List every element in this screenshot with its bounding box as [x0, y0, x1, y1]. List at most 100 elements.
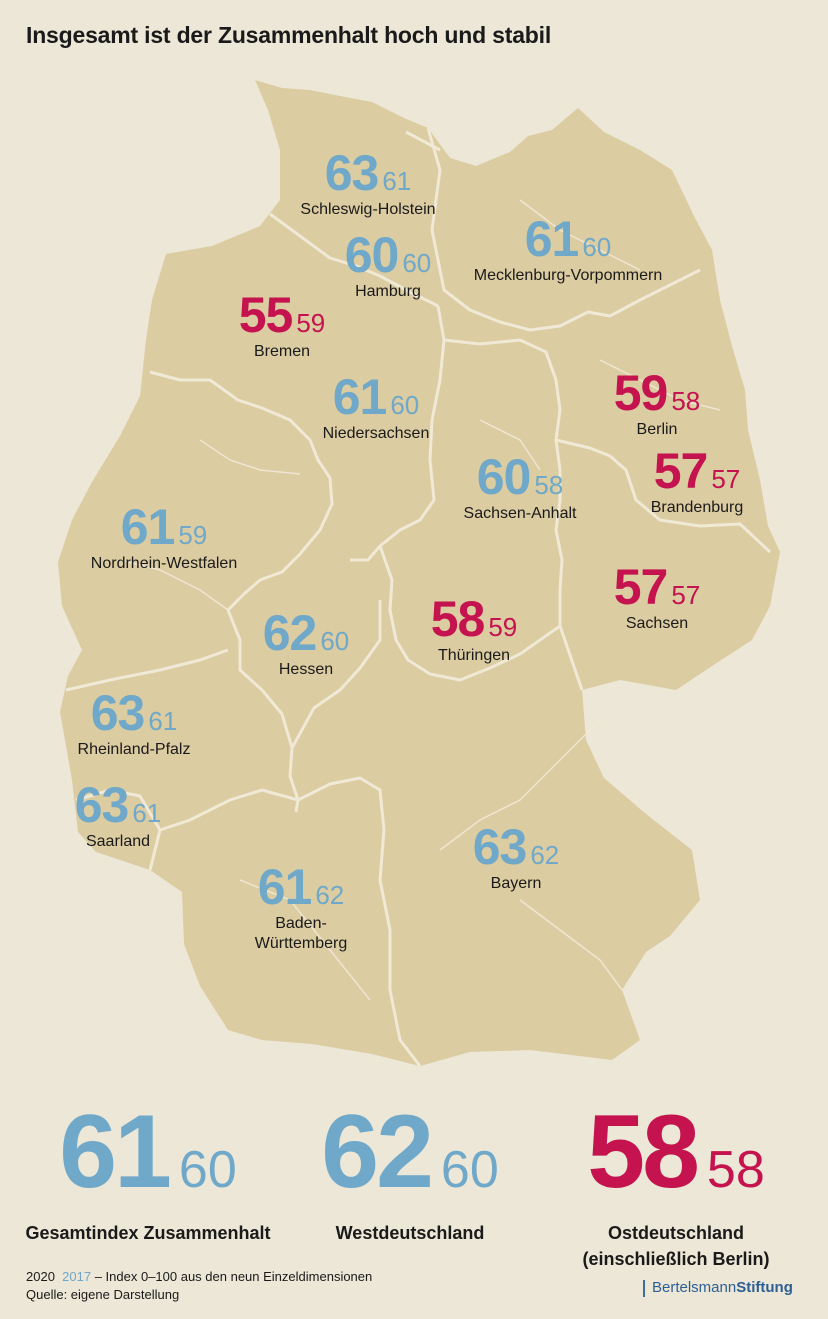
- state-values: 55 59: [172, 290, 392, 340]
- state-baden-württemberg: 61 62 Baden- Württemberg: [191, 862, 411, 954]
- value-2017: 59: [178, 520, 208, 550]
- value-2020: 59: [613, 365, 669, 421]
- state-nordrhein-westfalen: 61 59 Nordrhein-Westfalen: [54, 502, 274, 574]
- legend-2017: 2017: [62, 1269, 92, 1284]
- summary-1: 62 60 Westdeutschland: [270, 1100, 550, 1246]
- state-values: 61 60: [266, 372, 486, 422]
- legend-text: – Index 0–100 aus den neun Einzeldimensi…: [94, 1269, 373, 1284]
- value-2017: 57: [671, 580, 701, 610]
- value-2020: 61: [257, 859, 313, 915]
- value-2017: 59: [488, 612, 518, 642]
- value-2017: 60: [582, 232, 612, 262]
- state-schleswig-holstein: 63 61 Schleswig-Holstein: [258, 148, 478, 220]
- footer: 2020 2017 – Index 0–100 aus den neun Ein…: [26, 1268, 372, 1303]
- value-2017: 61: [132, 798, 162, 828]
- state-name: Sachsen: [625, 615, 689, 632]
- summary-value-2020: 61: [59, 1094, 172, 1210]
- value-2020: 60: [344, 227, 400, 283]
- state-hessen: 62 60 Hessen: [196, 608, 416, 680]
- state-name: Baden- Württemberg: [254, 915, 348, 952]
- brand-logo: BertelsmannStiftung: [643, 1279, 793, 1297]
- state-sachsen: 57 57 Sachsen: [547, 562, 767, 634]
- state-berlin: 59 58 Berlin: [547, 368, 767, 440]
- germany-land: [58, 80, 780, 1066]
- state-values: 63 61: [258, 148, 478, 198]
- state-name: Saarland: [85, 833, 151, 850]
- value-2017: 58: [534, 470, 564, 500]
- state-name: Hessen: [278, 661, 334, 678]
- value-2017: 62: [315, 880, 345, 910]
- state-values: 63 61: [24, 688, 244, 738]
- summary-values: 58 58: [536, 1100, 816, 1204]
- value-2017: 59: [296, 308, 326, 338]
- state-name: Bayern: [490, 875, 542, 892]
- state-sachsen-anhalt: 60 58 Sachsen-Anhalt: [410, 452, 630, 524]
- summary-values: 62 60: [270, 1100, 550, 1204]
- summary-2: 58 58 Ostdeutschland (einschließlich Berli…: [536, 1100, 816, 1272]
- summary-label: Westdeutschland: [335, 1223, 485, 1243]
- state-name: Thüringen: [437, 647, 511, 664]
- value-2017: 60: [402, 248, 432, 278]
- state-thüringen: 58 59 Thüringen: [364, 594, 584, 666]
- brand-part2: Stiftung: [736, 1279, 793, 1296]
- state-values: 62 60: [196, 608, 416, 658]
- summary-value-2017: 60: [440, 1141, 499, 1199]
- state-name: Hamburg: [355, 283, 421, 300]
- state-values: 57 57: [547, 562, 767, 612]
- value-2020: 57: [613, 559, 669, 615]
- state-values: 63 61: [8, 780, 228, 830]
- value-2020: 63: [324, 145, 380, 201]
- summary-value-2020: 62: [321, 1094, 434, 1210]
- value-2017: 62: [530, 840, 560, 870]
- value-2020: 60: [476, 449, 532, 505]
- state-name: Berlin: [636, 421, 678, 438]
- source-note: Quelle: eigene Darstellung: [26, 1286, 180, 1302]
- value-2017: 57: [711, 464, 741, 494]
- value-2017: 61: [382, 166, 412, 196]
- state-name: Sachsen-Anhalt: [463, 505, 577, 522]
- state-name: Rheinland-Pfalz: [77, 741, 191, 758]
- value-2017: 60: [320, 626, 350, 656]
- state-values: 61 60: [458, 214, 678, 264]
- summary-values: 61 60: [8, 1100, 288, 1204]
- state-hamburg: 60 60 Hamburg: [278, 230, 498, 302]
- state-bayern: 63 62 Bayern: [406, 822, 626, 894]
- value-2020: 62: [262, 605, 318, 661]
- state-brandenburg: 57 57 Brandenburg: [587, 446, 807, 518]
- value-2020: 63: [472, 819, 528, 875]
- state-name: Bremen: [253, 343, 311, 360]
- value-2020: 63: [74, 777, 130, 833]
- state-mecklenburg-vorpommern: 61 60 Mecklenburg-Vorpommern: [458, 214, 678, 286]
- value-2020: 55: [238, 287, 294, 343]
- state-niedersachsen: 61 60 Niedersachsen: [266, 372, 486, 444]
- state-values: 59 58: [547, 368, 767, 418]
- state-borders: [65, 127, 772, 1067]
- state-values: 61 59: [54, 502, 274, 552]
- district-borders: [119, 199, 721, 1001]
- state-saarland: 63 61 Saarland: [8, 780, 228, 852]
- legend-line: 2020 2017 – Index 0–100 aus den neun Ein…: [26, 1268, 372, 1286]
- legend-2020: 2020: [26, 1269, 55, 1284]
- state-name: Brandenburg: [650, 499, 744, 516]
- value-2017: 58: [671, 386, 701, 416]
- summary-0: 61 60 Gesamtindex Zusammenhalt: [8, 1100, 288, 1246]
- page-title: Insgesamt ist der Zusammenhalt hoch und …: [26, 22, 552, 48]
- value-2017: 61: [148, 706, 178, 736]
- brand-part1: Bertelsmann: [652, 1279, 737, 1296]
- state-name: Mecklenburg-Vorpommern: [473, 267, 663, 284]
- state-name: Niedersachsen: [322, 425, 430, 442]
- state-values: 57 57: [587, 446, 807, 496]
- summary-value-2017: 60: [178, 1141, 237, 1199]
- value-2020: 57: [653, 443, 709, 499]
- value-2017: 60: [390, 390, 420, 420]
- summary-value-2020: 58: [587, 1094, 700, 1210]
- state-values: 61 62: [191, 862, 411, 912]
- state-name: Schleswig-Holstein: [300, 201, 436, 218]
- value-2020: 63: [90, 685, 146, 741]
- summary-value-2017: 58: [706, 1141, 765, 1199]
- state-name: Nordrhein-Westfalen: [90, 555, 238, 572]
- state-bremen: 55 59 Bremen: [172, 290, 392, 362]
- summary-label: Gesamtindex Zusammenhalt: [25, 1223, 271, 1243]
- state-values: 63 62: [406, 822, 626, 872]
